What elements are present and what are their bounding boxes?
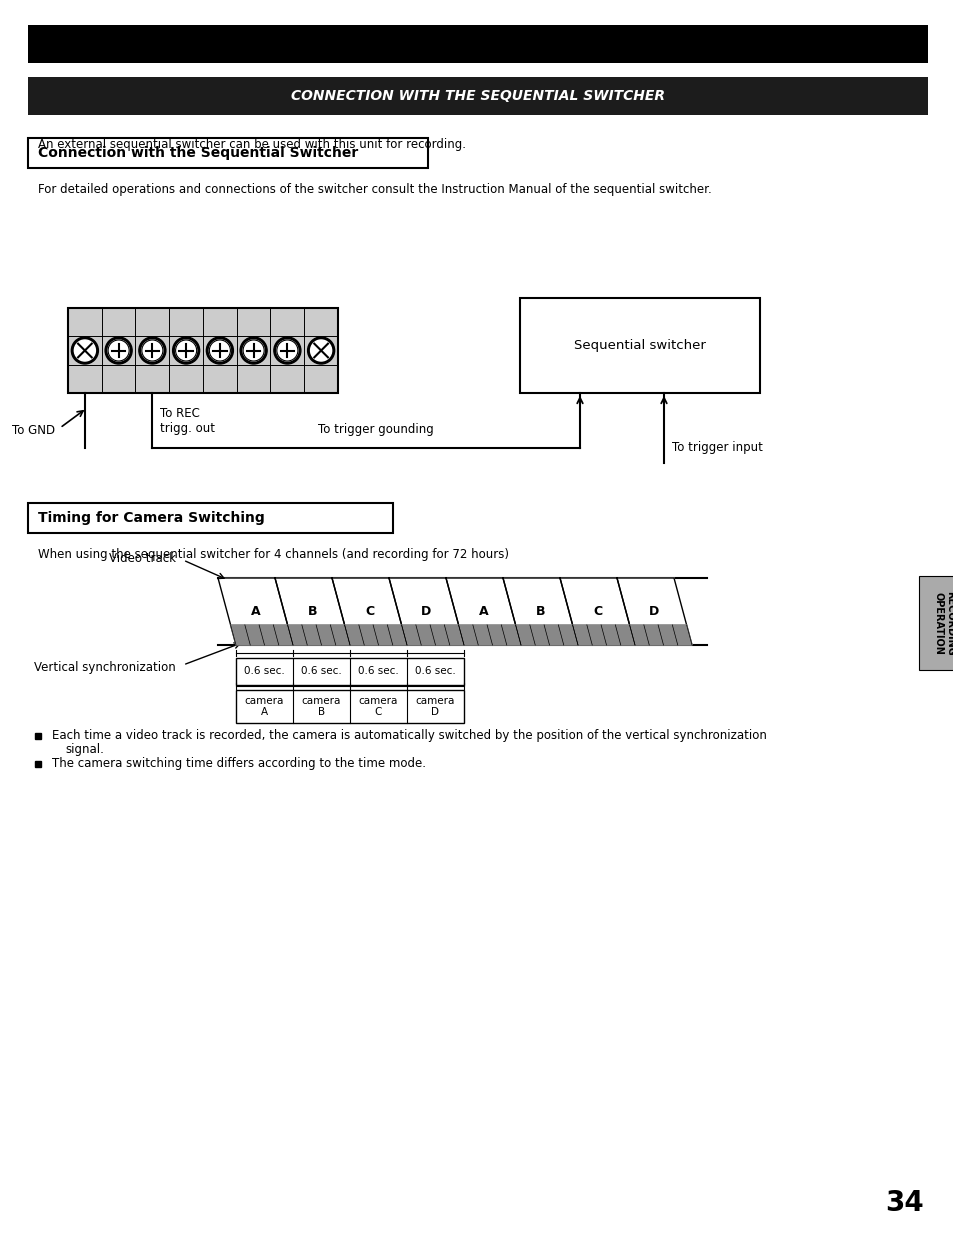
Text: For detailed operations and connections of the switcher consult the Instruction : For detailed operations and connections … <box>38 182 711 196</box>
Polygon shape <box>446 578 520 645</box>
Text: To trigger gounding: To trigger gounding <box>318 423 434 436</box>
Text: signal.: signal. <box>65 743 104 757</box>
Circle shape <box>274 337 300 364</box>
Text: To REC
trigg. out: To REC trigg. out <box>160 407 215 435</box>
Text: A: A <box>251 605 260 618</box>
Circle shape <box>240 337 267 364</box>
Bar <box>519 298 760 393</box>
Text: Video track: Video track <box>109 551 175 565</box>
Bar <box>28 25 927 63</box>
Polygon shape <box>218 578 293 645</box>
Text: 0.6 sec.: 0.6 sec. <box>357 667 398 677</box>
Circle shape <box>105 337 132 364</box>
Circle shape <box>307 337 335 364</box>
Text: 0.6 sec.: 0.6 sec. <box>301 667 341 677</box>
Text: A: A <box>478 605 488 618</box>
Circle shape <box>243 340 264 361</box>
Circle shape <box>74 340 95 361</box>
Circle shape <box>175 340 196 361</box>
Circle shape <box>142 340 163 361</box>
Polygon shape <box>332 578 407 645</box>
Text: RECORDING
OPERATION: RECORDING OPERATION <box>932 591 953 656</box>
Text: D: D <box>421 605 431 618</box>
Text: C: C <box>593 605 601 618</box>
Polygon shape <box>231 625 293 645</box>
Text: camera
D: camera D <box>416 695 455 718</box>
Text: To trigger input: To trigger input <box>671 441 762 455</box>
Polygon shape <box>401 625 463 645</box>
Text: 0.6 sec.: 0.6 sec. <box>415 667 456 677</box>
Text: Sequential switcher: Sequential switcher <box>574 339 705 351</box>
Bar <box>235 658 463 686</box>
Text: B: B <box>536 605 545 618</box>
Circle shape <box>108 340 129 361</box>
Text: An external sequential switcher can be used with this unit for recording.: An external sequential switcher can be u… <box>38 138 465 150</box>
Polygon shape <box>629 625 691 645</box>
Text: Vertical synchronization: Vertical synchronization <box>34 661 175 673</box>
Text: D: D <box>649 605 659 618</box>
Text: The camera switching time differs according to the time mode.: The camera switching time differs accord… <box>52 757 426 771</box>
Polygon shape <box>389 578 463 645</box>
Polygon shape <box>274 578 350 645</box>
Text: To GND: To GND <box>11 424 55 438</box>
Text: camera
A: camera A <box>245 695 284 718</box>
Circle shape <box>276 340 297 361</box>
Polygon shape <box>287 625 350 645</box>
Circle shape <box>209 340 231 361</box>
Bar <box>235 690 463 723</box>
Bar <box>28 76 927 115</box>
Polygon shape <box>458 625 520 645</box>
Circle shape <box>311 340 332 361</box>
Text: camera
B: camera B <box>301 695 341 718</box>
Polygon shape <box>502 578 578 645</box>
Text: 34: 34 <box>884 1189 923 1217</box>
Circle shape <box>206 337 233 364</box>
Polygon shape <box>559 578 635 645</box>
Text: C: C <box>365 605 374 618</box>
Bar <box>28 138 428 168</box>
Text: Each time a video track is recorded, the camera is automatically switched by the: Each time a video track is recorded, the… <box>52 730 766 742</box>
Circle shape <box>71 337 98 364</box>
Polygon shape <box>515 625 578 645</box>
Text: Timing for Camera Switching: Timing for Camera Switching <box>38 510 265 525</box>
Polygon shape <box>617 578 691 645</box>
Polygon shape <box>572 625 635 645</box>
Circle shape <box>172 337 199 364</box>
Circle shape <box>139 337 166 364</box>
Text: When using the sequential switcher for 4 channels (and recording for 72 hours): When using the sequential switcher for 4… <box>38 547 509 561</box>
Text: CONNECTION WITH THE SEQUENTIAL SWITCHER: CONNECTION WITH THE SEQUENTIAL SWITCHER <box>291 89 664 104</box>
Text: camera
C: camera C <box>358 695 397 718</box>
Text: 0.6 sec.: 0.6 sec. <box>244 667 285 677</box>
Text: B: B <box>308 605 317 618</box>
Bar <box>28 503 393 533</box>
Polygon shape <box>344 625 407 645</box>
Text: Connection with the Sequential Switcher: Connection with the Sequential Switcher <box>38 145 358 160</box>
Bar <box>68 308 337 393</box>
